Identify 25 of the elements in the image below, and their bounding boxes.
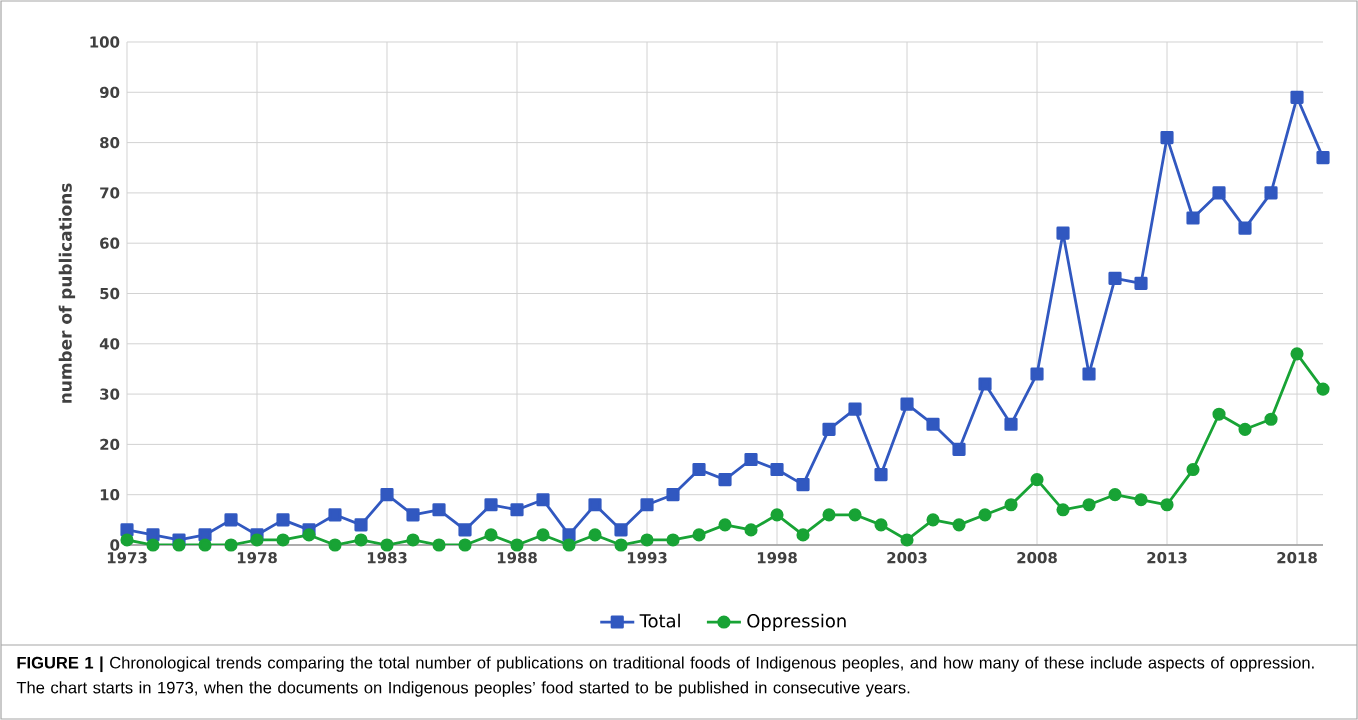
x-tick-label: 2003 (887, 552, 927, 564)
x-tick-label: 1998 (757, 552, 797, 564)
y-axis-title: number of publications (58, 183, 76, 403)
y-tick-label: 80 (100, 136, 120, 149)
x-tick-label: 1978 (237, 552, 277, 564)
y-tick-label: 60 (100, 237, 120, 249)
x-tick-label: 2013 (1147, 552, 1187, 564)
y-tick-label: 10 (100, 489, 120, 501)
x-tick-label: 1983 (367, 552, 407, 564)
x-tick-label: 1993 (627, 552, 667, 564)
text: FIGURE 1 | Chronological trends comparing the total number of publications on traditional foods of Indigenous peoples, and how many of these include aspects of oppression. The chart starts in 1973, when the documents on Indigenous peoples’ food started to be published in consecutive years. (16, 656, 1314, 697)
x-tick-label: 1988 (497, 552, 537, 564)
legend-label: Oppression (747, 613, 846, 632)
y-tick-label: 100 (90, 36, 120, 48)
legend-label: Total (639, 613, 680, 628)
y-tick-label: 50 (100, 287, 120, 300)
y-tick-label: 70 (100, 187, 120, 199)
y-tick-label: 0 (110, 539, 120, 551)
x-tick-label: 2018 (1277, 552, 1317, 564)
y-tick-label: 90 (99, 86, 120, 98)
y-tick-label: 30 (100, 388, 120, 400)
y-tick-label: 40 (99, 338, 120, 350)
x-tick-label: 2008 (1017, 552, 1057, 564)
y-tick-label: 20 (100, 438, 120, 451)
x-tick-label: 1973 (107, 552, 147, 564)
